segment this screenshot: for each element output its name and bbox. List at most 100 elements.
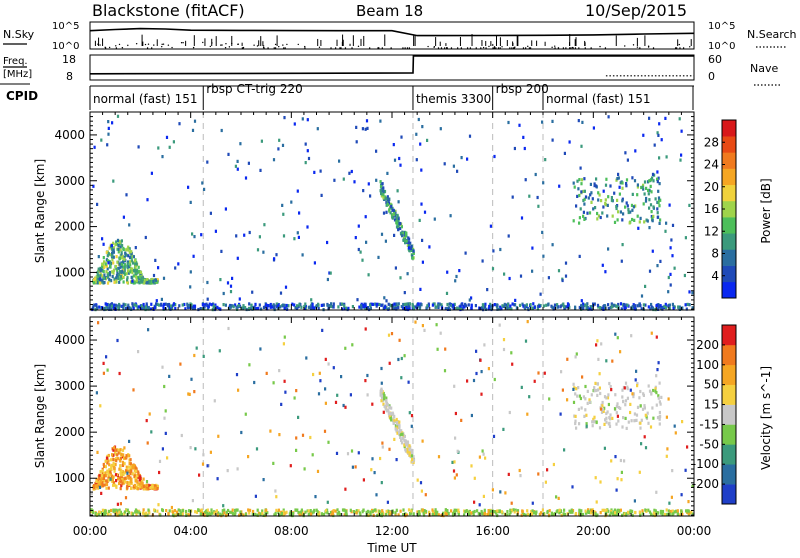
echo-cell (322, 303, 325, 307)
echo-cell (244, 512, 247, 516)
echo-cell (537, 472, 540, 476)
echo-cell (525, 303, 528, 307)
echo-cell (157, 503, 160, 507)
nsearch-point (99, 44, 101, 46)
echo-cell (106, 461, 109, 465)
echo-cell (633, 307, 636, 311)
echo-cell (393, 158, 397, 162)
echo-cell (484, 456, 487, 460)
echo-cell (102, 276, 105, 280)
nsearch-point (171, 46, 173, 49)
echo-cell (137, 275, 140, 279)
echo-cell (600, 199, 603, 203)
colorbar-swatch (722, 484, 736, 505)
echo-cell (543, 371, 546, 375)
echo-cell (460, 302, 463, 306)
echo-cell (369, 510, 372, 514)
echo-cell (538, 304, 541, 308)
echo-cell (191, 306, 195, 310)
echo-cell (134, 510, 137, 514)
echo-cell (103, 474, 106, 478)
echo-cell (566, 398, 569, 402)
echo-cell (330, 302, 333, 306)
echo-cell (381, 303, 384, 307)
nsearch-point (220, 44, 222, 46)
echo-cell (654, 387, 657, 391)
echo-cell (314, 495, 317, 499)
echo-cell (586, 302, 589, 306)
echo-cell (650, 331, 653, 335)
echo-cell (115, 485, 118, 489)
echo-cell (256, 307, 259, 311)
echo-cell (670, 238, 673, 242)
echo-cell (119, 502, 122, 506)
echo-cell (236, 167, 239, 171)
echo-cell (453, 302, 456, 306)
nsearch-point (427, 45, 429, 48)
echo-cell (104, 263, 107, 267)
echo-cell (589, 511, 592, 515)
echo-cell (661, 512, 664, 516)
echo-cell (491, 488, 494, 492)
freq-panel (89, 55, 694, 77)
echo-cell (307, 509, 310, 513)
echo-cell (117, 457, 120, 461)
echo-cell (311, 305, 314, 309)
echo-cell (185, 513, 188, 517)
echo-cell (255, 447, 259, 451)
echo-cell (421, 238, 424, 242)
echo-cell (307, 305, 310, 309)
echo-cell (387, 411, 390, 415)
echo-cell (665, 508, 668, 512)
echo-cell (229, 303, 232, 308)
echo-cell (106, 454, 109, 458)
echo-cell (464, 510, 467, 514)
echo-cell (140, 304, 143, 308)
echo-cell (588, 211, 592, 215)
echo-cell (372, 513, 375, 517)
echo-cell (248, 306, 251, 310)
echo-cell (291, 302, 294, 306)
power-colorbar-label: Power [dB] (759, 178, 773, 243)
colorbar-swatch (722, 265, 736, 283)
y-tick-label: 3000 (54, 379, 85, 393)
echo-cell (579, 396, 582, 401)
echo-cell (340, 302, 344, 306)
echo-cell (391, 411, 394, 415)
echo-cell (580, 190, 583, 194)
echo-cell (332, 302, 335, 306)
echo-cell (248, 230, 251, 235)
echo-cell (109, 265, 112, 269)
colorbar-swatch (722, 444, 736, 465)
echo-cell (591, 197, 594, 201)
echo-cell (625, 184, 628, 188)
echo-cell (643, 404, 646, 408)
echo-cell (685, 307, 688, 311)
echo-cell (472, 378, 476, 383)
echo-cell (282, 510, 285, 514)
echo-cell (308, 511, 311, 515)
echo-cell (627, 420, 630, 424)
echo-cell (614, 455, 617, 459)
echo-cell (584, 511, 588, 515)
echo-cell (134, 273, 137, 277)
echo-cell (613, 303, 616, 307)
echo-cell (626, 396, 629, 400)
echo-cell (263, 223, 266, 227)
echo-cell (669, 272, 672, 276)
echo-cell (101, 262, 105, 266)
echo-cell (482, 303, 485, 307)
echo-cell (120, 262, 123, 267)
echo-cell (616, 508, 619, 512)
echo-cell (624, 151, 627, 155)
echo-cell (607, 307, 610, 311)
echo-cell (594, 512, 597, 516)
echo-cell (278, 513, 281, 517)
echo-cell (655, 391, 658, 395)
echo-cell (583, 202, 586, 206)
echo-cell (688, 290, 691, 294)
echo-cell (374, 302, 377, 306)
echo-cell (431, 508, 434, 512)
echo-cell (456, 449, 459, 453)
